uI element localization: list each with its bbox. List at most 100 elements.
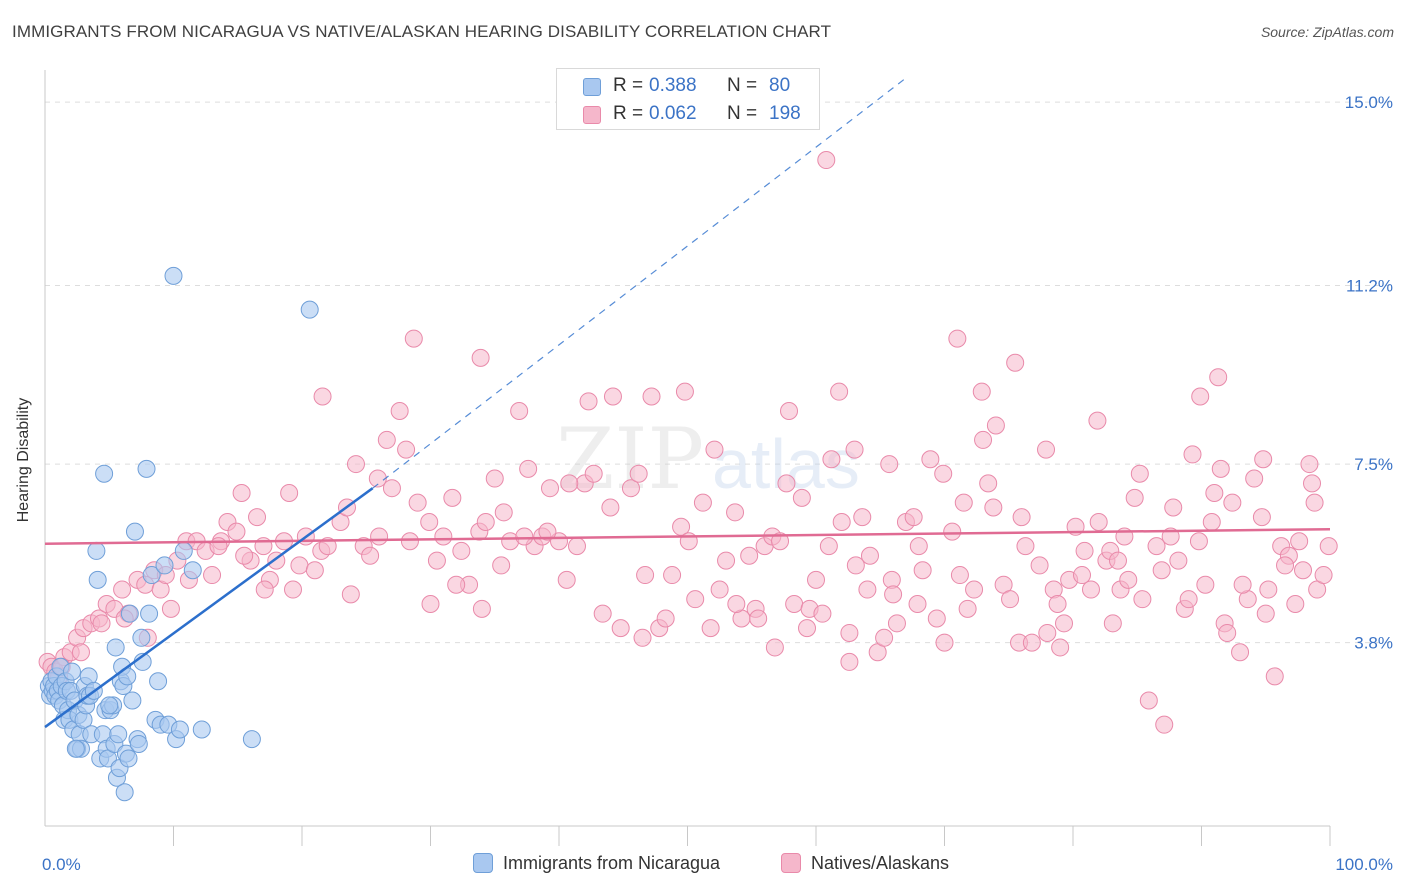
natives-point xyxy=(921,450,940,469)
natives-point xyxy=(935,633,954,652)
natives-point xyxy=(1305,493,1324,512)
natives-point xyxy=(1252,508,1271,527)
natives-point xyxy=(161,599,180,618)
natives-point xyxy=(686,590,705,609)
nicaragua-point xyxy=(62,662,81,681)
natives-point xyxy=(579,392,598,411)
natives-point xyxy=(965,580,984,599)
legend-blue-swatch xyxy=(473,853,493,873)
nicaragua-point xyxy=(137,459,156,478)
natives-point xyxy=(1294,561,1313,580)
natives-point xyxy=(846,556,865,575)
natives-point xyxy=(397,440,416,459)
natives-point xyxy=(777,474,796,493)
tick-labels: 3.8% 7.5% 11.2% 15.0% 0.0% 100.0% xyxy=(42,93,1393,874)
natives-point xyxy=(1189,532,1208,551)
natives-point xyxy=(434,527,453,546)
natives-point xyxy=(1259,580,1278,599)
natives-point xyxy=(621,479,640,498)
natives-point xyxy=(1030,556,1049,575)
natives-point xyxy=(710,580,729,599)
natives-point xyxy=(887,614,906,633)
nicaragua-point xyxy=(155,556,174,575)
nicaragua-points xyxy=(39,266,319,802)
natives-point xyxy=(840,652,859,671)
natives-point xyxy=(557,570,576,589)
grid-lines xyxy=(45,101,1392,644)
natives-point xyxy=(1016,537,1035,556)
natives-point xyxy=(1055,614,1074,633)
natives-point xyxy=(1205,484,1224,503)
natives-point xyxy=(875,628,894,647)
natives-point xyxy=(1119,570,1138,589)
natives-point xyxy=(400,532,419,551)
natives-point xyxy=(765,638,784,657)
natives-point xyxy=(979,474,998,493)
nicaragua-point xyxy=(174,541,193,560)
natives-point xyxy=(705,440,724,459)
natives-point xyxy=(1223,493,1242,512)
nicaragua-point xyxy=(192,720,211,739)
natives-point xyxy=(1147,537,1166,556)
natives-point xyxy=(927,609,946,628)
natives-point xyxy=(845,440,864,459)
natives-point xyxy=(1022,633,1041,652)
natives-point xyxy=(1319,537,1338,556)
nicaragua-point xyxy=(183,561,202,580)
natives-point xyxy=(749,609,768,628)
natives-point xyxy=(611,619,630,638)
natives-point xyxy=(227,522,246,541)
natives-point xyxy=(1081,580,1100,599)
natives-point xyxy=(717,551,736,570)
n-value: 80 xyxy=(769,75,791,96)
natives-point xyxy=(830,382,849,401)
natives-point xyxy=(785,595,804,614)
natives-point xyxy=(909,537,928,556)
natives-point xyxy=(421,595,440,614)
natives-point xyxy=(1139,691,1158,710)
nicaragua-point xyxy=(106,638,125,657)
natives-point xyxy=(203,566,222,585)
natives-point xyxy=(510,401,529,420)
natives-point xyxy=(950,566,969,585)
natives-point xyxy=(92,614,111,633)
natives-point xyxy=(726,503,745,522)
legend-label: Natives/Alaskans xyxy=(811,853,950,873)
natives-point xyxy=(280,484,299,503)
natives-point xyxy=(822,450,841,469)
natives-point xyxy=(817,151,836,170)
natives-point xyxy=(908,595,927,614)
r-value: 0.062 xyxy=(649,103,697,124)
axes xyxy=(44,70,1331,846)
natives-point xyxy=(693,493,712,512)
natives-point xyxy=(943,522,962,541)
natives-point xyxy=(642,387,661,406)
natives-point xyxy=(880,455,899,474)
natives-point xyxy=(1191,387,1210,406)
natives-point xyxy=(427,551,446,570)
natives-point xyxy=(567,537,586,556)
nicaragua-point xyxy=(242,730,261,749)
natives-point xyxy=(1303,474,1322,493)
legend-pink-swatch xyxy=(781,853,801,873)
n-value: 198 xyxy=(769,103,801,124)
natives-point xyxy=(519,459,538,478)
natives-point xyxy=(860,546,879,565)
r-value: 0.388 xyxy=(649,75,697,96)
y-tick-label: 15.0% xyxy=(1345,93,1393,112)
natives-point xyxy=(1314,566,1333,585)
natives-point xyxy=(492,556,511,575)
natives-point xyxy=(472,599,491,618)
natives-point xyxy=(1155,715,1174,734)
natives-point xyxy=(235,546,254,565)
nicaragua-point xyxy=(170,720,189,739)
natives-point xyxy=(974,430,993,449)
natives-point xyxy=(934,464,953,483)
natives-point xyxy=(1001,590,1020,609)
nicaragua-point xyxy=(100,696,119,715)
natives-point xyxy=(476,512,495,531)
natives-point xyxy=(1231,643,1250,662)
natives-point xyxy=(972,382,991,401)
natives-point xyxy=(1245,469,1264,488)
natives-point xyxy=(232,484,251,503)
